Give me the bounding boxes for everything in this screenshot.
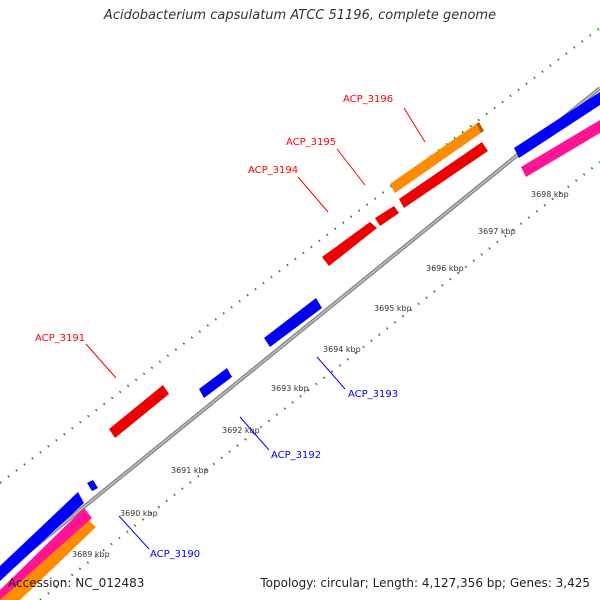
- gene-leader-line: [85, 343, 117, 379]
- gene-label: ACP_3190: [150, 549, 200, 560]
- tick-label: 3690 kbp: [120, 509, 158, 518]
- accession-text: Accession: NC_012483: [8, 576, 145, 590]
- genome-summary-text: Topology: circular; Length: 4,127,356 bp…: [260, 576, 590, 590]
- gene-label-group: ACP_3196 ACP_3195 ACP_3194 ACP_3191 ACP_3193…: [35, 94, 426, 560]
- tick-label: 3698 kbp: [531, 190, 569, 199]
- orange-feature: [390, 124, 481, 193]
- gene-arrow-acp-3191: [109, 385, 169, 438]
- tick-label: 3697 kbp: [478, 227, 516, 236]
- gene-label: ACP_3194: [248, 165, 298, 176]
- blue-feature-right: [514, 92, 600, 158]
- gene-label: ACP_3191: [35, 333, 85, 344]
- tick-label: 3691 kbp: [171, 466, 209, 475]
- gene-label: ACP_3196: [343, 94, 393, 105]
- gene-label: ACP_3195: [286, 137, 336, 148]
- gene-leader-line: [403, 107, 426, 143]
- tick-label: 3694 kbp: [323, 345, 361, 354]
- map-title: Acidobacterium capsulatum ATCC 51196, co…: [103, 8, 497, 23]
- tick-label: 3692 kbp: [222, 426, 260, 435]
- tick-label: 3693 kbp: [271, 384, 309, 393]
- orange-feature-lower: [0, 517, 96, 600]
- outer-dotted-ring: [0, 27, 600, 484]
- gene-arrow-acp-3190: [87, 480, 98, 491]
- gene-arrow-acp-3194: [322, 222, 377, 266]
- gene-arrow-acp-3195: [399, 142, 488, 208]
- gene-leader-line: [297, 176, 329, 213]
- inner-dotted-ring: [39, 161, 600, 600]
- tick-label-group: 3689 kbp 3690 kbp 3691 kbp 3692 kbp 3693 kbp…: [72, 190, 569, 559]
- blue-feature-lower: [0, 492, 84, 581]
- gene-label: ACP_3192: [271, 450, 321, 461]
- pink-feature: [521, 120, 600, 177]
- gene-label: ACP_3193: [348, 389, 398, 400]
- gene-leader-line: [336, 148, 366, 186]
- gene-leader-line: [239, 416, 270, 451]
- gene-leader-line: [118, 515, 150, 550]
- gene-leader-line: [316, 356, 346, 390]
- tick-label: 3689 kbp: [72, 550, 110, 559]
- gene-arrow-acp-3192: [199, 368, 232, 398]
- tick-label: 3695 kbp: [374, 304, 412, 313]
- gene-arrow-acp-3193: [264, 298, 322, 347]
- gene-arrow-acp-3195a: [375, 206, 399, 226]
- tick-label: 3696 kbp: [426, 264, 464, 273]
- pink-feature-lower: [0, 508, 92, 600]
